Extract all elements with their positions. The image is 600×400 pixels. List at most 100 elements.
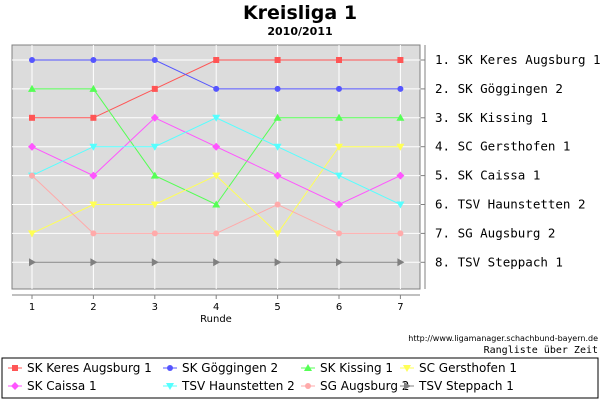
legend-label: SK Caissa 1: [27, 379, 97, 393]
legend-item: TSV Steppach 1: [400, 379, 514, 393]
data-point: [213, 85, 220, 92]
x-tick-label: 3: [152, 302, 158, 313]
legend-marker: [404, 382, 411, 390]
data-point: [90, 258, 98, 267]
data-point: [396, 201, 405, 209]
data-point: [151, 57, 158, 63]
legend-label: TSV Steppach 1: [418, 379, 514, 393]
data-point: [335, 143, 343, 151]
series-4: [28, 113, 405, 209]
data-point: [90, 230, 97, 237]
series-1: [29, 57, 404, 92]
data-point: [397, 258, 405, 267]
series-layer: [28, 57, 405, 267]
data-point: [29, 172, 35, 179]
legend-item: SK Kissing 1: [301, 361, 393, 375]
series-5: [28, 114, 405, 209]
rank-label: 6. TSV Haunstetten 2: [435, 197, 586, 212]
data-point: [150, 201, 159, 209]
legend: SK Keres Augsburg 1 SK Göggingen 2 SK Kiss…: [8, 361, 517, 393]
data-point: [29, 114, 35, 121]
data-point: [90, 57, 97, 63]
rank-label: 3. SK Kissing 1: [435, 110, 548, 125]
data-point: [213, 230, 220, 237]
series-3: [28, 143, 405, 238]
data-point: [150, 171, 159, 179]
data-point: [28, 84, 36, 92]
x-tick-label: 7: [397, 302, 403, 313]
rank-label: 5. SK Caissa 1: [435, 168, 540, 183]
rank-axis: 1. SK Keres Augsburg 1 2. SK Göggingen 2 3…: [421, 45, 600, 289]
legend-box: [1, 357, 599, 399]
legend-item: TSV Haunstetten 2: [163, 379, 295, 393]
data-point: [396, 143, 405, 151]
data-point: [397, 57, 404, 63]
data-point: [212, 142, 221, 151]
data-point: [336, 258, 343, 267]
x-tick-label: 4: [213, 302, 219, 313]
data-point: [274, 57, 281, 63]
data-point: [28, 230, 36, 238]
legend-marker: [166, 383, 174, 390]
data-point: [396, 113, 405, 121]
rank-label: 8. TSV Steppach 1: [435, 254, 563, 269]
legend-marker: [12, 365, 18, 371]
legend-label: TSV Haunstetten 2: [181, 379, 295, 393]
legend-item: SK Göggingen 2: [163, 361, 278, 375]
data-point: [336, 57, 342, 63]
legend-label: SK Kissing 1: [320, 361, 393, 375]
data-point: [29, 57, 35, 63]
legend-label: SG Augsburg 2: [320, 379, 409, 393]
data-point: [151, 258, 159, 267]
data-point: [397, 85, 404, 92]
data-point: [396, 171, 405, 180]
x-tick-label: 6: [336, 302, 342, 313]
data-point: [397, 230, 404, 237]
data-point: [274, 85, 281, 92]
data-point: [212, 172, 221, 180]
series-2: [28, 84, 405, 208]
chart-subtitle: 2010/2011: [267, 25, 332, 38]
data-point: [335, 113, 343, 121]
data-point: [336, 230, 342, 237]
legend-marker: [305, 383, 311, 389]
x-tick-label: 5: [274, 302, 280, 313]
data-point: [89, 84, 98, 92]
legend-item: SC Gersthofen 1: [400, 361, 517, 375]
rank-label: 7. SG Augsburg 2: [435, 225, 555, 240]
series-6: [29, 172, 404, 237]
data-point: [273, 230, 282, 238]
data-point: [29, 258, 36, 267]
legend-marker: [167, 365, 173, 371]
data-point: [90, 114, 97, 121]
data-point: [273, 143, 282, 151]
chart-title: Kreisliga 1: [243, 2, 357, 24]
legend-marker: [403, 365, 411, 372]
data-point: [274, 258, 282, 267]
data-point: [151, 230, 158, 237]
data-point: [28, 142, 36, 151]
data-point: [151, 85, 158, 92]
data-point: [213, 258, 221, 267]
data-point: [150, 143, 159, 151]
x-axis: 1 2 3 4 5 6 7: [12, 294, 420, 313]
rank-label: 1. SK Keres Augsburg 1: [435, 52, 600, 67]
chart-caption: Rangliste über Zeit: [484, 345, 598, 356]
legend-marker: [304, 364, 312, 371]
rank-label: 2. SK Göggingen 2: [435, 81, 563, 96]
x-tick-label: 1: [29, 302, 35, 313]
legend-label: SC Gersthofen 1: [419, 361, 517, 375]
x-tick-label: 2: [90, 302, 96, 313]
data-point: [89, 171, 98, 180]
data-point: [274, 201, 281, 208]
data-point: [213, 57, 220, 63]
data-point: [273, 113, 282, 121]
data-point: [336, 85, 342, 92]
series-0: [29, 57, 404, 121]
x-axis-title: Runde: [200, 314, 232, 325]
source-credit: http://www.ligamanager.schachbund-bayern…: [408, 334, 598, 343]
series-7: [29, 258, 405, 267]
data-point: [89, 201, 98, 209]
legend-item: SG Augsburg 2: [301, 379, 409, 393]
